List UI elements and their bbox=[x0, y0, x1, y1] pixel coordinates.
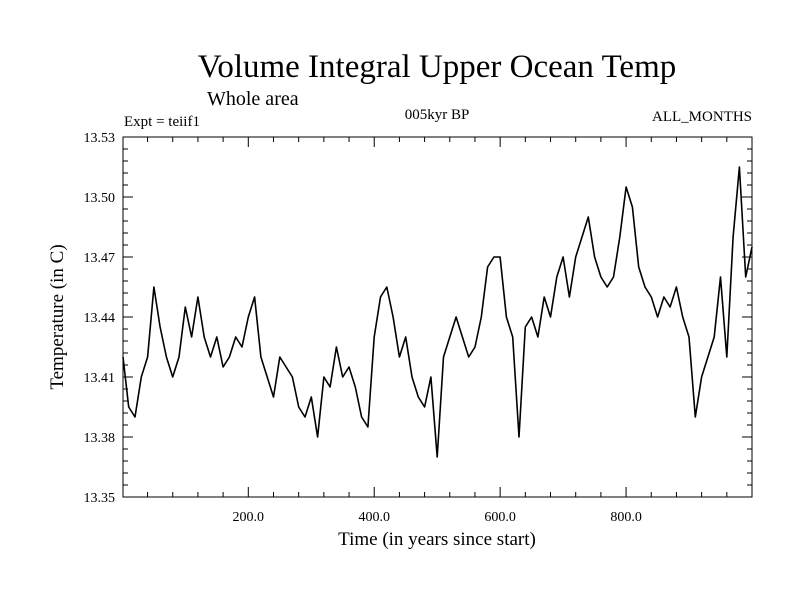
ticks bbox=[123, 136, 752, 498]
tick-labels: 200.0 400.0 600.0 800.0 13.35 13.38 13.41 13.44… bbox=[84, 131, 642, 525]
y-axis-label: Temperature (in C) bbox=[47, 244, 68, 389]
y-tick-label: 13.53 bbox=[84, 131, 116, 146]
y-tick-label: 13.44 bbox=[84, 311, 116, 326]
x-tick-label: 800.0 bbox=[610, 510, 642, 525]
x-tick-label: 200.0 bbox=[233, 510, 265, 525]
experiment-label: Expt = teiif1 bbox=[124, 114, 200, 130]
chart-title: Volume Integral Upper Ocean Temp bbox=[198, 49, 676, 85]
period-label: 005kyr BP bbox=[405, 107, 470, 123]
series-line bbox=[122, 166, 753, 458]
y-tick-label: 13.41 bbox=[84, 371, 116, 386]
y-tick-label: 13.50 bbox=[84, 191, 116, 206]
y-tick-label: 13.35 bbox=[84, 491, 116, 506]
y-tick-label: 13.47 bbox=[84, 251, 116, 266]
y-tick-label: 13.38 bbox=[84, 431, 116, 446]
months-label: ALL_MONTHS bbox=[652, 109, 752, 125]
x-tick-label: 400.0 bbox=[358, 510, 390, 525]
x-tick-label: 600.0 bbox=[484, 510, 516, 525]
chart-subtitle: Whole area bbox=[207, 88, 299, 110]
x-axis-label: Time (in years since start) bbox=[338, 529, 536, 550]
